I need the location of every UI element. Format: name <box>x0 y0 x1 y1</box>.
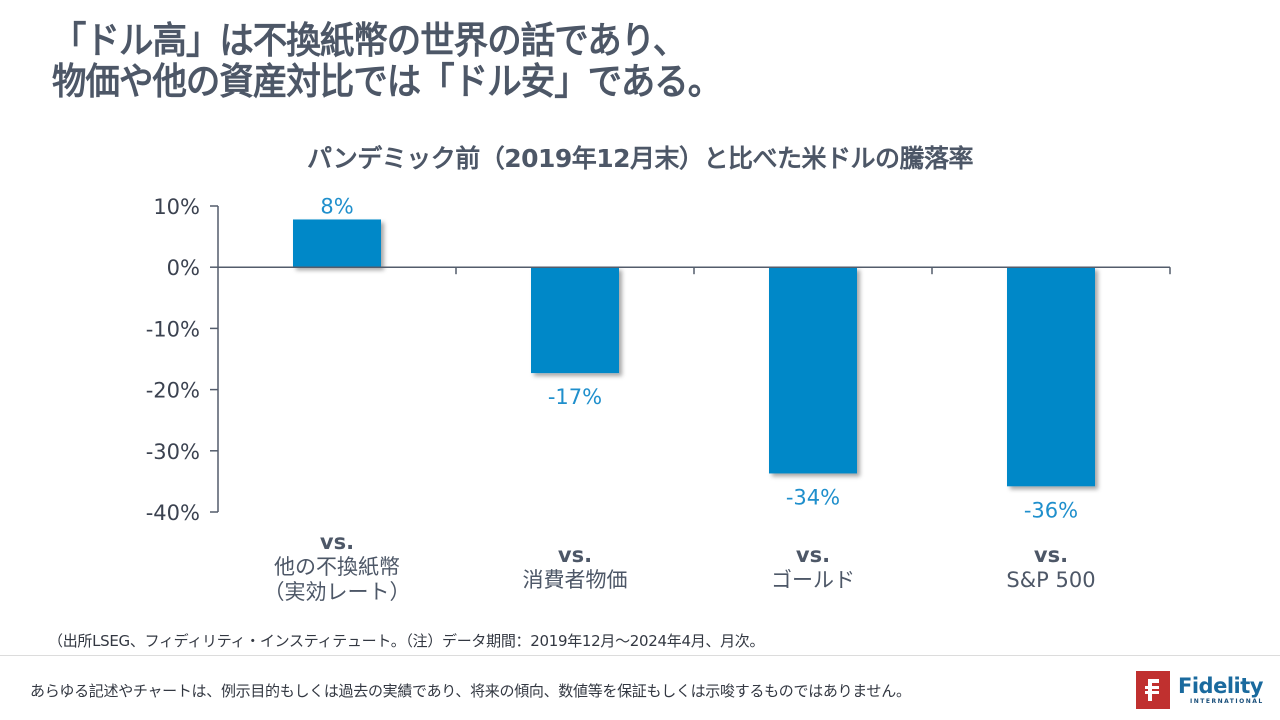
footer-separator <box>0 655 1280 656</box>
headline-line-1: 「ドル高」は不換紙幣の世界の話であり、 <box>52 19 687 62</box>
category-label: vs. S&P 500 <box>932 543 1170 593</box>
y-tick-label: -20% <box>146 379 200 403</box>
category-label: vs. 他の不換紙幣 （実効レート） <box>218 530 456 605</box>
category-vs: vs. <box>1033 543 1069 567</box>
data-label: -34% <box>786 485 840 509</box>
fidelity-logo-subtext: INTERNATIONAL <box>1190 698 1264 705</box>
disclaimer: あらゆる記述やチャートは、例示目的もしくは過去の実績であり、将来の傾向、数値等を… <box>30 682 911 700</box>
category-vs: vs. <box>557 543 593 567</box>
category-name: （実効レート） <box>263 580 411 604</box>
chart-title: パンデミック前（2019年12月末）と比べた米ドルの騰落率 <box>306 144 974 173</box>
fidelity-logo: Fidelity INTERNATIONAL <box>1136 671 1264 709</box>
category-name: ゴールド <box>771 568 855 592</box>
category-name: S&P 500 <box>1006 568 1096 592</box>
category-vs: vs. <box>319 530 355 554</box>
category-label: vs. ゴールド <box>694 543 932 593</box>
headline: 「ドル高」は不換紙幣の世界の話であり、 物価や他の資産対比では「ドル安」である。 <box>52 20 889 102</box>
bar <box>293 219 381 268</box>
data-label: 8% <box>320 194 353 218</box>
category-vs: vs. <box>795 543 831 567</box>
fidelity-logo-text: Fidelity <box>1178 674 1263 698</box>
y-tick-label: -30% <box>146 440 200 464</box>
bars <box>293 219 1095 487</box>
category-label: vs. 消費者物価 <box>456 543 694 593</box>
x-axis <box>218 266 1171 275</box>
headline-line-2: 物価や他の資産対比では「ドル安」である。 <box>52 60 722 103</box>
data-label: -17% <box>548 385 602 409</box>
y-tick-label: 0% <box>167 256 200 280</box>
bar <box>769 267 857 474</box>
category-name: 他の不換紙幣 <box>274 555 400 579</box>
source-note: （出所LSEG、フィディリティ・インスティテュート。（注）データ期間：2019年… <box>48 632 765 650</box>
y-axis: 10% 0% -10% -20% -30% -40% <box>146 195 219 525</box>
data-label: -36% <box>1024 498 1078 522</box>
y-tick-label: -10% <box>146 317 200 341</box>
bar <box>531 267 619 374</box>
bar <box>1007 267 1095 487</box>
y-tick-label: 10% <box>153 195 200 219</box>
category-name: 消費者物価 <box>522 568 628 592</box>
data-labels: 8% -17% -34% -36% <box>320 194 1078 522</box>
bar-chart: 10% 0% -10% -20% -30% -40% 8% -17% -34% -36% <box>146 194 1171 525</box>
y-tick-label: -40% <box>146 501 200 525</box>
fidelity-logo-mark-icon <box>1136 671 1170 709</box>
